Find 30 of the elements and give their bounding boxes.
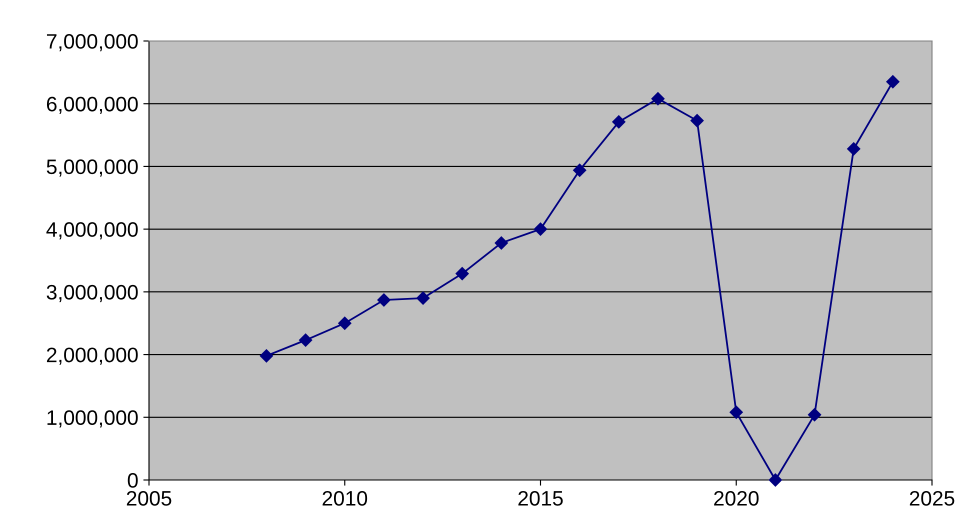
point [416,292,430,305]
y-tick-label: 5,000,000 [46,159,138,177]
y-tick-label: 3,000,000 [46,284,138,302]
point [260,349,274,362]
y-tick-label: 7,000,000 [46,34,138,52]
point [690,114,704,128]
point [847,142,860,156]
point [730,406,743,419]
point [456,267,469,280]
y-tick-label: 6,000,000 [46,96,138,114]
y-tick-label: 4,000,000 [46,222,138,240]
point [534,222,548,236]
point [573,164,586,177]
y-tick-label: 2,000,000 [46,348,138,365]
x-tick-label: 2010 [322,490,368,506]
point [768,473,782,487]
point [651,92,665,106]
point [299,334,312,347]
point [377,293,390,307]
point [808,408,822,422]
x-tick-label: 2025 [910,490,954,506]
point [494,236,508,250]
y-tick-label: 1,000,000 [48,410,138,428]
x-tick-label: 2015 [518,490,563,506]
x-tick-label: 2005 [126,490,172,506]
point [338,316,352,330]
point [886,75,900,88]
x-tick-label: 2020 [714,490,759,506]
y-tick-label: 0 [128,473,138,488]
point [612,115,626,128]
